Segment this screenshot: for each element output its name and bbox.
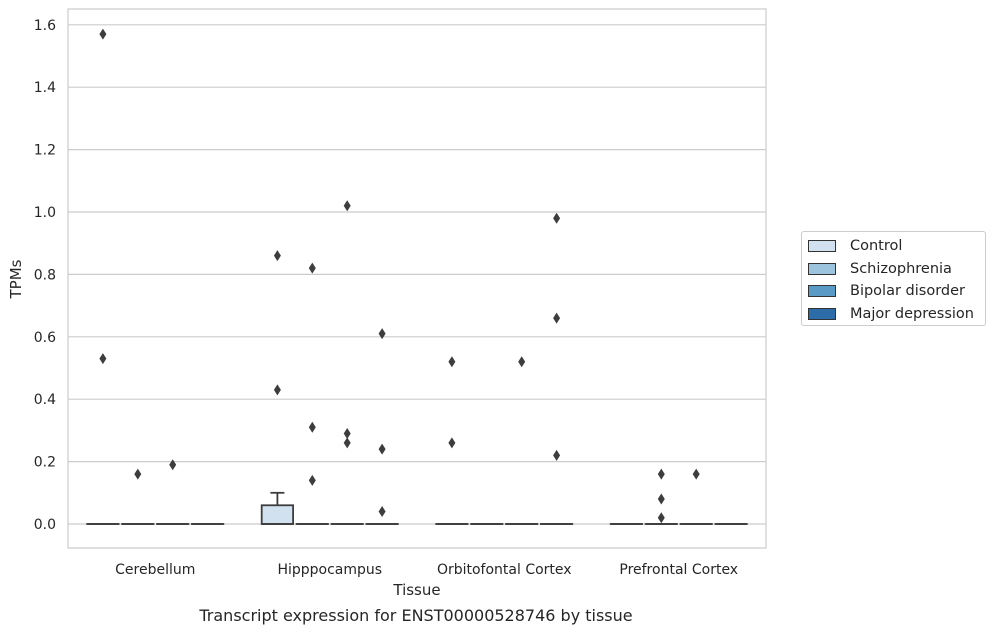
- legend-item: Control: [808, 235, 985, 258]
- legend-label: Control: [850, 238, 903, 255]
- x-tick-labels: Cerebellum Hipppocampus Orbitofontal Corte…: [115, 562, 738, 578]
- y-tick-label: 0.6: [34, 330, 56, 346]
- y-tick-label: 1.0: [34, 205, 56, 221]
- chart-caption: Transcript expression for ENST0000052874…: [199, 606, 633, 625]
- legend-item: Bipolar disorder: [808, 280, 985, 303]
- legend-label: Bipolar disorder: [850, 283, 965, 300]
- outlier-points: [99, 28, 700, 524]
- x-tick-label: Hipppocampus: [277, 562, 382, 578]
- legend-swatch: [808, 307, 836, 320]
- outlier-point: [99, 353, 107, 365]
- outlier-point: [308, 474, 316, 486]
- legend-item: Schizophrenia: [808, 258, 985, 281]
- box-series: [86, 491, 748, 525]
- y-tick-labels: 0.0 0.2 0.4 0.6 0.8 1.0 1.2 1.4 1.6: [34, 18, 56, 533]
- outlier-point: [657, 512, 665, 524]
- y-tick-label: 0.0: [34, 517, 56, 533]
- outlier-point: [553, 312, 561, 324]
- x-tick-label: Prefrontal Cortex: [619, 562, 738, 578]
- legend-swatch: [808, 285, 836, 298]
- legend: Control Schizophrenia Bipolar disorder Majo…: [801, 231, 986, 326]
- outlier-point: [448, 356, 456, 368]
- y-tick-label: 0.4: [34, 392, 56, 408]
- outlier-point: [273, 384, 281, 396]
- y-tick-label: 1.4: [34, 80, 56, 96]
- y-tick-label: 0.2: [34, 455, 56, 471]
- outlier-point: [273, 250, 281, 262]
- legend-swatch: [808, 262, 836, 275]
- outlier-point: [99, 28, 107, 40]
- legend-label: Major depression: [850, 305, 974, 322]
- x-tick-label: Orbitofontal Cortex: [437, 562, 572, 578]
- x-tick-label: Cerebellum: [115, 562, 195, 578]
- outlier-point: [134, 468, 142, 480]
- legend-label: Schizophrenia: [850, 260, 952, 277]
- outlier-point: [169, 459, 177, 471]
- outlier-point: [692, 468, 700, 480]
- outlier-point: [343, 428, 351, 440]
- box-control: [260, 491, 295, 525]
- outlier-point: [448, 437, 456, 449]
- outlier-point: [657, 493, 665, 505]
- outlier-point: [343, 437, 351, 449]
- outlier-point: [378, 506, 386, 518]
- outlier-point: [553, 212, 561, 224]
- outlier-point: [518, 356, 526, 368]
- outlier-point: [553, 449, 561, 461]
- y-axis-label: TPMs: [7, 259, 25, 299]
- y-tick-label: 1.6: [34, 18, 56, 34]
- legend-swatch: [808, 240, 836, 253]
- x-axis-label: Tissue: [392, 581, 440, 599]
- y-tick-label: 0.8: [34, 267, 56, 283]
- y-tick-label: 1.2: [34, 143, 56, 159]
- legend-item: Major depression: [808, 303, 985, 326]
- outlier-point: [308, 262, 316, 274]
- outlier-point: [378, 443, 386, 455]
- box-body: [260, 504, 295, 525]
- outlier-point: [378, 328, 386, 340]
- plot-area: [67, 8, 767, 549]
- outlier-point: [343, 200, 351, 212]
- outlier-point: [657, 468, 665, 480]
- outlier-point: [308, 421, 316, 433]
